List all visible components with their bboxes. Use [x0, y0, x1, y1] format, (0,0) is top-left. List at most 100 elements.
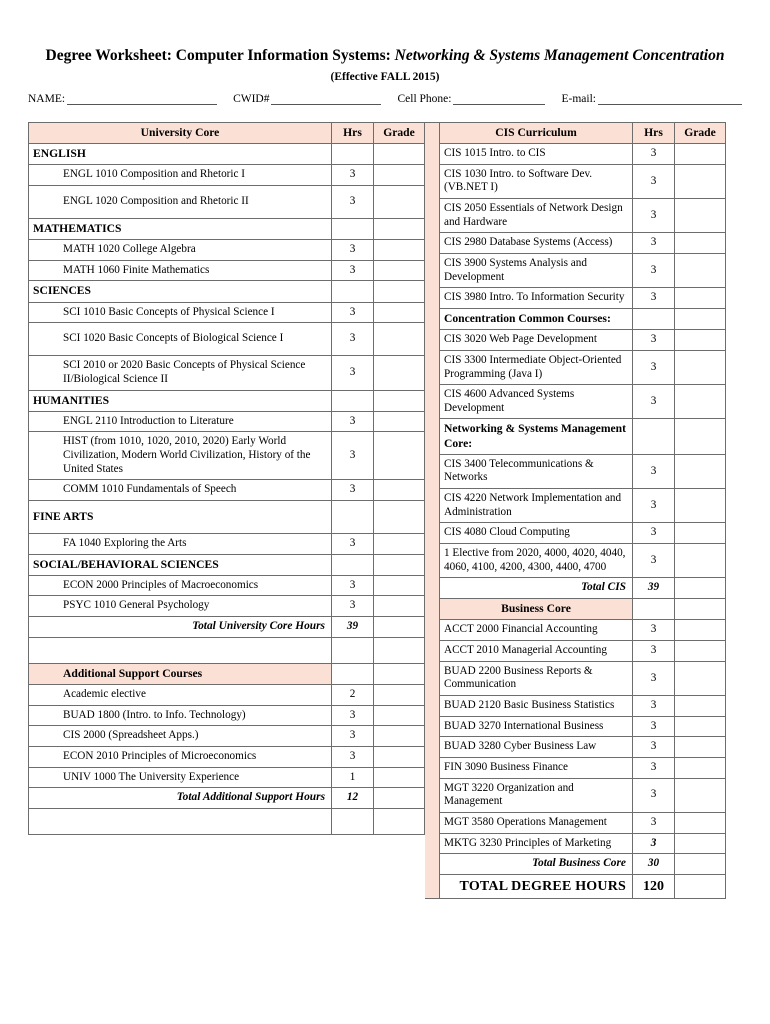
grade-cell[interactable] [674, 543, 726, 579]
grade-cell[interactable] [674, 874, 726, 900]
grade-cell[interactable] [373, 184, 425, 219]
hours-cell: 3 [632, 660, 675, 697]
course-cell: ECON 2000 Principles of Macroeconomics [28, 574, 332, 597]
table-row: UNIV 1000 The University Experience 1 [28, 766, 425, 789]
grade-cell[interactable] [373, 662, 425, 686]
grade-cell[interactable] [674, 329, 726, 351]
grade-cell[interactable] [674, 640, 726, 662]
hours-cell: 3 [632, 143, 675, 165]
grade-cell[interactable] [674, 756, 726, 779]
grade-cell[interactable] [674, 736, 726, 758]
course-cell: BUAD 2200 Business Reports & Communicati… [439, 660, 633, 697]
grade-cell[interactable] [674, 660, 726, 697]
grade-cell[interactable] [373, 636, 425, 664]
worksheet-tables: University Core Hrs Grade ENGLISH ENGL 10… [0, 121, 770, 900]
grade-cell[interactable] [373, 766, 425, 789]
grade-cell[interactable] [373, 239, 425, 261]
course-cell: Academic elective [28, 684, 332, 706]
grade-cell[interactable] [373, 431, 425, 481]
hours-cell: 12 [331, 787, 374, 810]
grade-cell[interactable] [674, 198, 726, 234]
grade-cell[interactable] [674, 143, 726, 165]
hours-cell: 3 [331, 410, 374, 433]
cell-phone-input[interactable] [453, 92, 546, 105]
cwid-input[interactable] [271, 92, 382, 105]
grade-cell[interactable] [674, 853, 726, 876]
grade-cell[interactable] [674, 695, 726, 717]
hours-cell: 3 [632, 695, 675, 717]
grade-cell[interactable] [373, 616, 425, 638]
section-heading-cell: SOCIAL/BEHAVIORAL SCIENCES [28, 553, 332, 576]
grade-cell[interactable] [373, 164, 425, 186]
table-row: SCI 1010 Basic Concepts of Physical Scie… [28, 301, 425, 324]
grade-cell[interactable] [674, 287, 726, 310]
grade-cell[interactable] [674, 163, 726, 200]
hours-cell: 39 [331, 616, 374, 638]
grade-cell[interactable] [373, 499, 425, 534]
table-row: SOCIAL/BEHAVIORAL SCIENCES [28, 553, 425, 576]
grade-cell[interactable] [373, 217, 425, 241]
grade-cell[interactable] [373, 143, 425, 166]
grade-cell[interactable] [373, 684, 425, 706]
name-input[interactable] [67, 92, 218, 105]
section-heading-cell: MATHEMATICS [28, 217, 332, 241]
grade-cell[interactable] [674, 488, 726, 524]
grade-cell[interactable] [373, 389, 425, 412]
grade-cell[interactable] [674, 253, 726, 289]
grade-cell[interactable] [674, 418, 726, 455]
grade-cell[interactable] [373, 553, 425, 576]
hours-cell: 120 [632, 874, 675, 900]
hours-cell: 3 [632, 619, 675, 642]
grade-cell[interactable] [674, 384, 726, 420]
grade-cell[interactable] [373, 280, 425, 303]
grade-cell[interactable] [674, 598, 726, 621]
hours-cell: 3 [632, 163, 675, 200]
hours-cell: 3 [331, 532, 374, 555]
table-row: CIS 3300 Intermediate Object-Oriented Pr… [439, 349, 726, 386]
grade-cell[interactable] [373, 704, 425, 727]
course-cell: FIN 3090 Business Finance [439, 756, 633, 779]
hours-cell: 39 [632, 577, 675, 600]
hours-cell: 3 [331, 301, 374, 324]
grade-cell[interactable] [674, 308, 726, 331]
hours-cell: 1 [331, 766, 374, 789]
grade-cell[interactable] [674, 232, 726, 255]
hours-cell: 3 [632, 715, 675, 738]
grade-cell[interactable] [674, 522, 726, 545]
grade-cell[interactable] [674, 453, 726, 490]
grade-cell[interactable] [674, 577, 726, 600]
table-row: Total CIS 39 [439, 577, 726, 600]
grade-cell[interactable] [674, 832, 726, 855]
table-row: ENGLISH [28, 143, 425, 166]
email-input[interactable] [597, 92, 742, 105]
course-cell: CIS 3400 Telecommunications & Networks [439, 453, 633, 490]
grade-cell[interactable] [373, 532, 425, 555]
table-row: SCI 2010 or 2020 Basic Concepts of Physi… [28, 355, 425, 391]
grade-cell[interactable] [373, 479, 425, 501]
hours-cell [331, 389, 374, 412]
grade-cell[interactable] [373, 746, 425, 768]
grade-cell[interactable] [373, 787, 425, 810]
hours-cell [331, 553, 374, 576]
grade-cell[interactable] [373, 355, 425, 391]
grade-cell[interactable] [373, 259, 425, 282]
course-cell: UNIV 1000 The University Experience [28, 766, 332, 789]
grade-cell[interactable] [674, 777, 726, 813]
grade-cell[interactable] [373, 725, 425, 748]
grade-cell[interactable] [373, 301, 425, 324]
grade-cell[interactable] [674, 715, 726, 738]
grade-cell[interactable] [373, 574, 425, 597]
course-cell: ENGL 1010 Composition and Rhetoric I [28, 164, 332, 186]
table-row: CIS 2050 Essentials of Network Design an… [439, 198, 726, 234]
table-row: MATH 1020 College Algebra 3 [28, 239, 425, 261]
grade-cell[interactable] [373, 595, 425, 618]
grade-cell[interactable] [674, 811, 726, 834]
table-row: CIS 4080 Cloud Computing 3 [439, 522, 726, 545]
table-row: Total University Core Hours 39 [28, 616, 425, 638]
grade-cell[interactable] [674, 349, 726, 386]
grade-cell[interactable] [373, 808, 425, 836]
grade-cell[interactable] [373, 410, 425, 433]
grade-cell[interactable] [373, 322, 425, 357]
grade-cell[interactable] [674, 619, 726, 642]
